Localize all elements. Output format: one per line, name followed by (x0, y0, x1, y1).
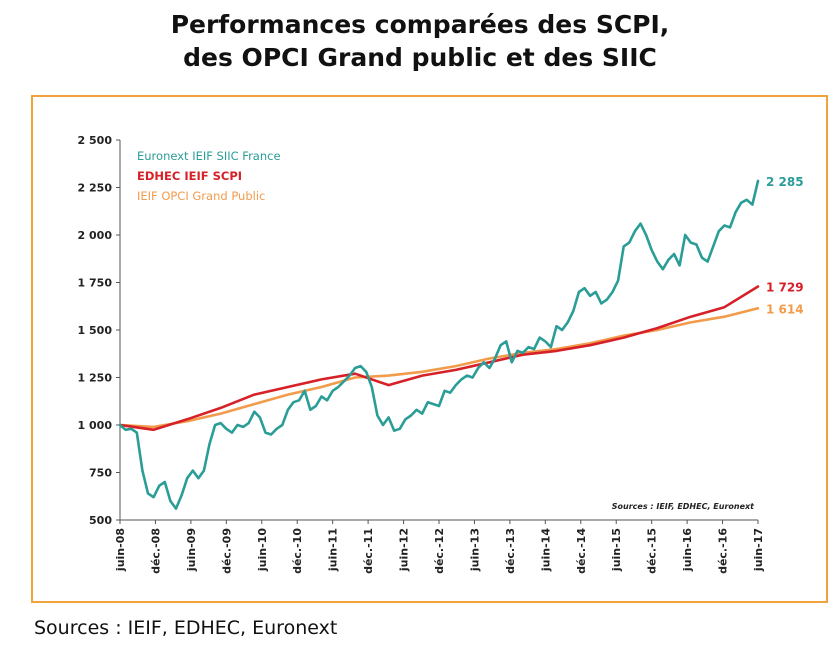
chart-frame (31, 95, 828, 603)
x-tick-label: juin-12 (398, 528, 411, 572)
x-tick-label: juin-17 (752, 528, 765, 572)
series-lines (118, 179, 760, 510)
end-label: 2 285 (766, 175, 804, 189)
y-tick-label: 750 (89, 467, 112, 480)
x-tick-label: juin-10 (256, 528, 269, 572)
x-tick-label: juin-14 (539, 528, 552, 572)
end-label: 1 614 (766, 302, 804, 316)
y-tick-label: 1 500 (78, 324, 113, 337)
sources-text: Sources : IEIF, EDHEC, Euronext (34, 617, 338, 639)
y-tick-label: 2 000 (78, 229, 113, 242)
y-tick-label: 1 750 (78, 277, 113, 290)
chart-title: Performances comparées des SCPI, des OPC… (0, 8, 840, 74)
x-tick-label: juin-08 (114, 528, 127, 572)
series-line-0 (118, 179, 760, 510)
x-tick-label: déc.-13 (504, 528, 517, 574)
legend-entry: Euronext IEIF SIIC France (137, 149, 281, 163)
legend-entry: EDHEC IEIF SCPI (137, 169, 242, 183)
x-tick-label: déc.-10 (291, 528, 304, 574)
x-tick-label: juin-16 (681, 528, 694, 572)
x-tick-label: déc.-09 (220, 528, 233, 574)
x-tick-label: déc.-12 (433, 528, 446, 574)
x-tick-label: déc.-11 (362, 528, 375, 574)
y-tick-label: 500 (89, 514, 112, 527)
x-tick-label: déc.-08 (149, 528, 162, 574)
x-axis-ticks: juin-08 déc.-08 juin-09 déc.-09 juin-10 déc.-… (114, 520, 765, 574)
series-line-1 (118, 285, 760, 432)
x-tick-label: juin-13 (468, 528, 481, 572)
y-tick-label: 2 250 (78, 182, 113, 195)
source-note: Sources : IEIF, EDHEC, Euronext (612, 502, 755, 511)
end-label: 1 729 (766, 280, 804, 294)
legend-entry: IEIF OPCI Grand Public (137, 189, 265, 203)
y-tick-label: 2 500 (78, 134, 113, 147)
x-tick-label: juin-15 (610, 528, 623, 572)
y-tick-label: 1 250 (78, 372, 113, 385)
title-line-1: Performances comparées des SCPI, (170, 10, 670, 39)
x-tick-label: juin-09 (185, 528, 198, 572)
title-line-2: des OPCI Grand public et des SIIC (183, 43, 657, 72)
x-tick-label: juin-11 (327, 528, 340, 572)
x-tick-label: déc.-16 (717, 528, 730, 574)
y-axis-ticks: 500 750 1 000 1 250 1 500 1 750 2 000 2 250 2 50… (78, 134, 120, 527)
y-tick-label: 1 000 (78, 419, 113, 432)
legend: Euronext IEIF SIIC France EDHEC IEIF SCPI… (137, 149, 281, 203)
x-tick-label: déc.-15 (646, 528, 659, 574)
x-tick-label: déc.-14 (575, 528, 588, 574)
end-labels: 2 285 1 729 1 614 (766, 175, 804, 316)
